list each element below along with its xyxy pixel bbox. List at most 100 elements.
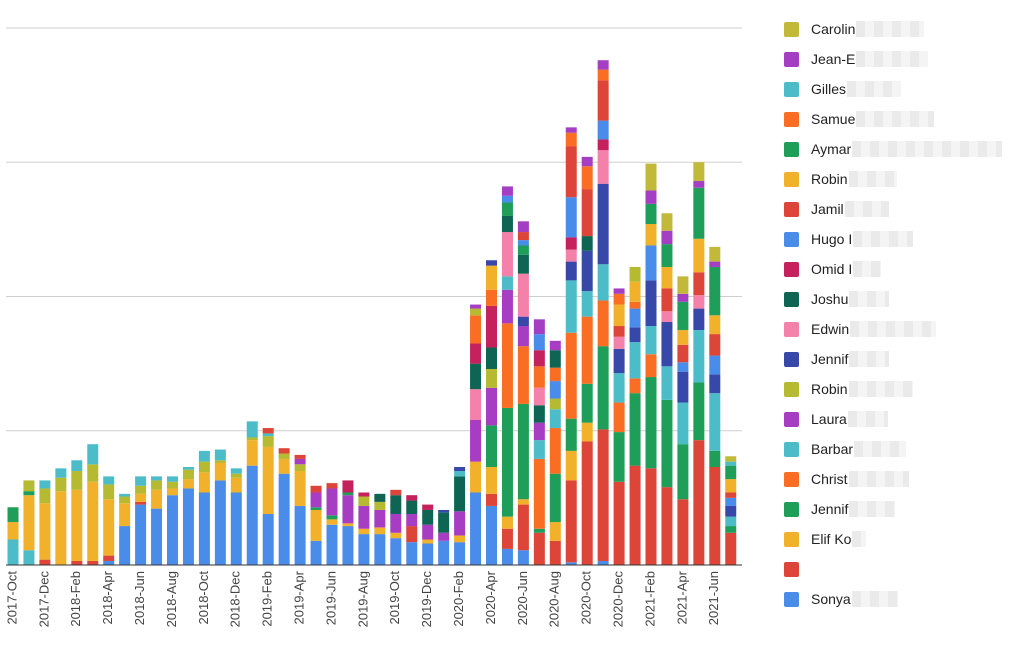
bar-segment [549, 381, 561, 399]
bar-segment [533, 405, 545, 423]
bar-segment [310, 540, 322, 566]
bar-segment [390, 489, 402, 496]
bar-segment [151, 508, 163, 566]
bar-segment [167, 495, 178, 565]
legend-item[interactable]: Edwin [784, 314, 1020, 344]
bar-segment [278, 453, 290, 459]
bar-segment [135, 493, 147, 502]
legend-item[interactable]: Jennif [784, 344, 1020, 374]
bar-segment [501, 289, 513, 324]
x-tick-label: 2018-Aug [164, 571, 179, 627]
legend-item[interactable]: Joshu [784, 284, 1020, 314]
bar-segment [119, 493, 131, 497]
bar-segment [629, 301, 641, 309]
bar-segment [39, 559, 51, 565]
legend-item[interactable]: Barbar [784, 434, 1020, 464]
legend-item[interactable]: Elif Ko [784, 524, 1020, 554]
bar-segment [214, 449, 226, 461]
x-tick-label: 2018-Jun [132, 571, 147, 625]
bar-segment [581, 189, 593, 237]
legend-item[interactable]: Jennif [784, 494, 1020, 524]
legend-item[interactable]: Omid I [784, 254, 1020, 284]
legend-item[interactable]: Robin [784, 164, 1020, 194]
bar-segment [501, 323, 513, 408]
legend-item[interactable]: Jean-E [784, 44, 1020, 74]
legend-item[interactable]: Hugo I [784, 224, 1020, 254]
bar-segment [501, 232, 513, 277]
redacted-name [847, 81, 902, 97]
x-tick-label: 2017-Dec [36, 571, 51, 628]
bar-segment [23, 491, 35, 496]
legend-swatch [784, 591, 799, 607]
legend-item[interactable]: Christ [784, 464, 1020, 494]
bar-segment [661, 487, 673, 565]
bar-segment [230, 492, 242, 565]
bar-segment [549, 340, 561, 351]
legend-item[interactable] [784, 554, 1020, 584]
bar-segment [422, 509, 434, 525]
legend-label: Omid I [811, 261, 853, 277]
bar-segment [342, 526, 354, 565]
bar-segment [7, 507, 19, 523]
legend-item[interactable]: Samue [784, 104, 1020, 134]
bar-segment [486, 260, 497, 266]
x-tick-label: 2020-Jun [515, 571, 530, 625]
redacted-name [856, 51, 929, 67]
bar-segment [517, 316, 529, 327]
legend-item[interactable]: Carolin [784, 14, 1020, 44]
bar-segment [645, 280, 657, 327]
bar-segment [246, 465, 258, 565]
bar-segment [454, 476, 466, 512]
bar-segment [454, 467, 466, 472]
legend-item[interactable]: Jamil [784, 194, 1020, 224]
bar-segment [486, 387, 497, 426]
legend-item[interactable]: Robin [784, 374, 1020, 404]
bar-segment [565, 197, 577, 238]
bar-segment [182, 469, 194, 480]
bar-segment [677, 293, 689, 302]
legend-item[interactable]: Aymar [784, 134, 1020, 164]
bar-segment [486, 425, 497, 467]
bar-segment [517, 499, 529, 505]
bar-segment [262, 436, 274, 447]
bar-segment [342, 523, 354, 527]
bar-segment [486, 305, 497, 348]
bar-segment [725, 456, 737, 462]
x-tick-label: 2020-Oct [579, 571, 594, 625]
bar-segment [246, 421, 258, 438]
bar-segment [677, 499, 689, 565]
legend-swatch [784, 501, 799, 517]
x-tick-label: 2020-Dec [611, 571, 626, 628]
bar-segment [246, 440, 258, 466]
bar-segment [103, 484, 115, 500]
bar-segment [470, 461, 482, 493]
x-tick-label: 2019-Dec [419, 571, 434, 628]
bar-segment [517, 403, 529, 500]
bar-segment [262, 428, 274, 434]
bar-segment [358, 505, 370, 529]
bar-segment [629, 266, 641, 282]
legend-item[interactable]: Gilles [784, 74, 1020, 104]
bar-segment [677, 276, 689, 294]
bar-segment [294, 464, 306, 472]
bar-segment [486, 467, 497, 494]
bar-segment [645, 224, 657, 246]
bar-segment [645, 468, 657, 565]
bar-segment [533, 532, 545, 565]
bar-segment [709, 467, 721, 565]
bar-segment [470, 315, 482, 344]
bar-segment [470, 343, 482, 364]
bar-segment [454, 542, 466, 565]
legend-swatch [784, 381, 799, 397]
legend-label: Robin [811, 381, 848, 397]
bar-segment [597, 120, 609, 140]
legend-swatch [784, 261, 799, 277]
bar-segment [39, 480, 51, 489]
bar-segment [135, 504, 147, 565]
bar-segment [438, 540, 450, 566]
legend-item[interactable]: Sonya [784, 584, 1020, 614]
bar-segment [23, 480, 35, 492]
bar-segment [629, 281, 641, 302]
legend-item[interactable]: Laura [784, 404, 1020, 434]
bar-segment [294, 454, 306, 459]
